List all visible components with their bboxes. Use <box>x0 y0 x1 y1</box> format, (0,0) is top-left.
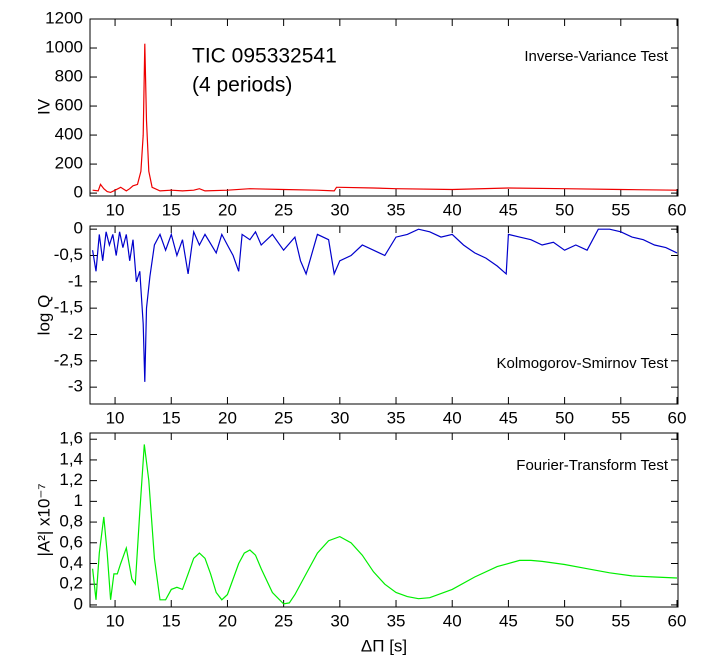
plot-frame <box>89 18 679 197</box>
x-tick-label: 15 <box>162 611 181 630</box>
y-tick-label: 400 <box>55 125 83 144</box>
x-tick-label: 60 <box>668 200 687 219</box>
y-axis-label: IV <box>34 98 53 115</box>
x-tick-label: 40 <box>443 408 462 427</box>
x-tick-label: 10 <box>106 200 125 219</box>
data-line <box>92 43 678 194</box>
x-tick-label: 45 <box>499 200 518 219</box>
x-tick-label: 25 <box>274 200 293 219</box>
plot-frame <box>89 225 679 405</box>
y-axis-label: |A²| x10⁻⁷ <box>34 483 53 556</box>
x-tick-label: 55 <box>611 200 630 219</box>
x-tick-label: 35 <box>387 611 406 630</box>
y-tick-label: -2 <box>68 324 83 343</box>
x-tick-label: 20 <box>218 611 237 630</box>
y-tick-label: -0,5 <box>54 245 83 264</box>
x-tick-label: 45 <box>499 611 518 630</box>
x-tick-label: 35 <box>387 200 406 219</box>
x-tick-label: 55 <box>611 611 630 630</box>
y-tick-label: 0,6 <box>59 532 83 551</box>
x-tick-label: 30 <box>330 200 349 219</box>
y-tick-label: 1000 <box>45 38 83 57</box>
x-tick-label: 45 <box>499 408 518 427</box>
y-tick-label: 0 <box>74 183 83 202</box>
x-tick-label: 50 <box>555 408 574 427</box>
data-line <box>92 444 678 605</box>
x-tick-label: 10 <box>106 408 125 427</box>
x-axis-label: ΔΠ [s] <box>361 636 407 655</box>
y-tick-label: 1,6 <box>59 429 83 448</box>
x-tick-label: 50 <box>555 611 574 630</box>
y-tick-label: 0 <box>74 594 83 613</box>
x-tick-label: 25 <box>274 611 293 630</box>
y-tick-label: 1 <box>74 491 83 510</box>
x-tick-label: 40 <box>443 200 462 219</box>
y-tick-label: 1,4 <box>59 449 83 468</box>
annotation: Kolmogorov-Smirnov Test <box>497 355 669 372</box>
x-tick-label: 20 <box>218 200 237 219</box>
x-tick-label: 30 <box>330 611 349 630</box>
annotation: Inverse-Variance Test <box>524 48 669 65</box>
x-tick-label: 35 <box>387 408 406 427</box>
y-tick-label: -1 <box>68 271 83 290</box>
y-tick-label: 1,2 <box>59 470 83 489</box>
annotation: TIC 095332541 <box>192 45 337 68</box>
x-tick-label: 15 <box>162 200 181 219</box>
y-tick-label: 1200 <box>45 8 83 27</box>
x-tick-label: 55 <box>611 408 630 427</box>
x-tick-label: 60 <box>668 408 687 427</box>
y-tick-label: 600 <box>55 96 83 115</box>
plot-frame <box>89 432 679 608</box>
x-tick-label: 15 <box>162 408 181 427</box>
x-tick-label: 50 <box>555 200 574 219</box>
y-tick-label: -1,5 <box>54 298 83 317</box>
y-tick-label: 0,4 <box>59 553 83 572</box>
y-tick-label: 0,8 <box>59 512 83 531</box>
x-tick-label: 10 <box>106 611 125 630</box>
x-tick-label: 60 <box>668 611 687 630</box>
x-tick-label: 40 <box>443 611 462 630</box>
x-tick-label: 25 <box>274 408 293 427</box>
y-tick-label: 0,2 <box>59 574 83 593</box>
annotation: (4 periods) <box>192 74 292 97</box>
y-tick-label: -2,5 <box>54 350 83 369</box>
y-tick-label: 800 <box>55 67 83 86</box>
y-tick-label: 0 <box>74 219 83 238</box>
x-tick-label: 20 <box>218 408 237 427</box>
y-axis-label: log Q <box>34 295 53 336</box>
data-line <box>92 228 678 382</box>
y-tick-label: -3 <box>68 377 83 396</box>
y-tick-label: 200 <box>55 154 83 173</box>
x-tick-label: 30 <box>330 408 349 427</box>
annotation: Fourier-Transform Test <box>516 457 669 474</box>
